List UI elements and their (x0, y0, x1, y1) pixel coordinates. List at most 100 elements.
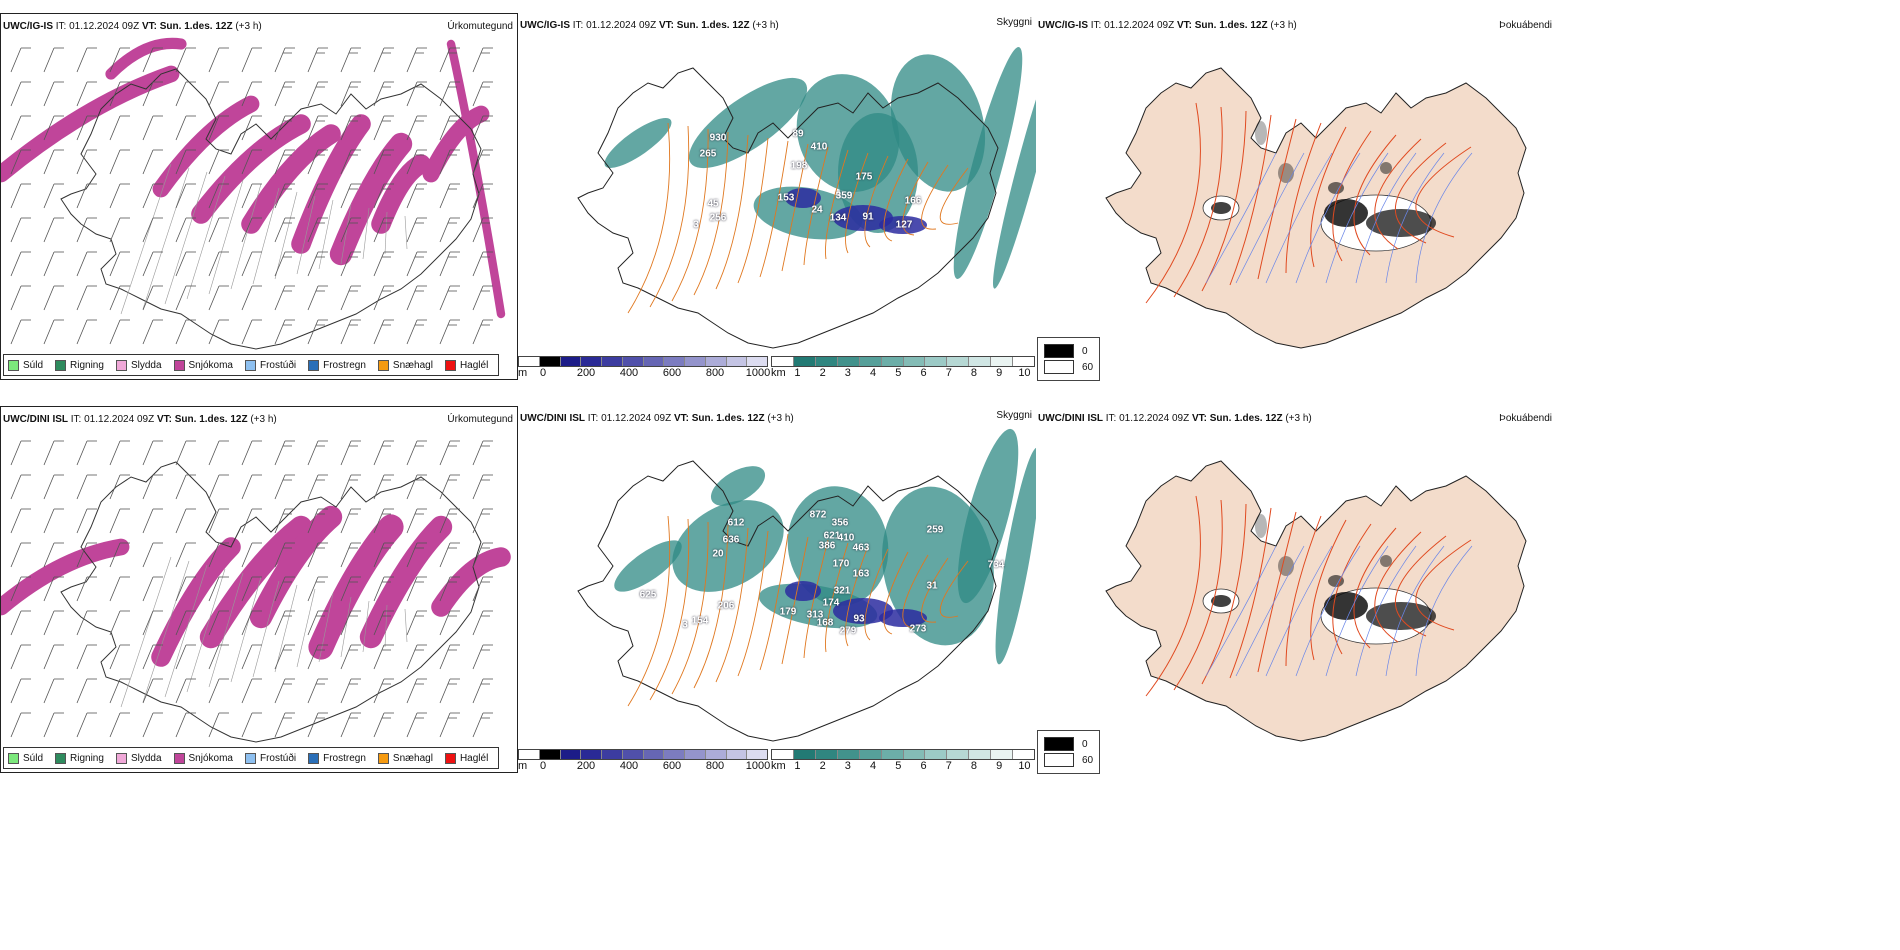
wind-barb-icon (43, 610, 64, 636)
vt-value: Sun. 1.des. 12Z (159, 21, 233, 32)
fog-panel-row1: UWC/IG-IS IT: 01.12.2024 09Z VT: Sun. 1.… (1036, 13, 1556, 380)
wind-barb-icon (76, 81, 97, 107)
wind-barb-icon (340, 81, 361, 107)
road-line (1310, 126, 1347, 268)
legend-item-3: Snjókoma (173, 752, 233, 764)
wind-barb-icon (109, 81, 130, 107)
wind-barb-icon (142, 319, 163, 345)
precip-type-panel-row2: UWC/DINI ISL IT: 01.12.2024 09Z VT: Sun.… (0, 406, 518, 773)
wind-barb-icon (472, 712, 493, 738)
colorbar-swatch (664, 357, 685, 366)
fog-area (1380, 162, 1392, 174)
road-line (1415, 146, 1472, 238)
wind-barb-icon (76, 217, 97, 243)
visibility-value-label: 153 (777, 192, 795, 204)
ceiling-colorbar-row1: m 0 200 400 600 800 1000 (518, 356, 770, 379)
colorbar-swatch (969, 750, 992, 759)
river-line (1295, 545, 1361, 677)
wind-barb-icon (76, 576, 97, 602)
wind-barb-icon (175, 149, 196, 175)
it-value: 01.12.2024 09Z (1119, 413, 1190, 424)
colorbar-swatch (1013, 750, 1035, 759)
colorbar-swatch (685, 750, 706, 759)
road-line (318, 199, 334, 270)
wind-barb-icon (274, 285, 295, 311)
visibility-value-label: 356 (831, 517, 849, 529)
colorbar-swatch (581, 750, 602, 759)
colorbar-tick-label: 4 (870, 367, 877, 379)
visibility-value-label: 24 (811, 204, 823, 216)
wind-barb-icon (208, 474, 229, 500)
road-line (1201, 503, 1247, 685)
fog-legend-item-1: 60 (1044, 360, 1093, 374)
wind-barb-icon (472, 251, 493, 277)
visibility-value-label: 313 (806, 609, 824, 621)
wind-barb-icon (439, 47, 460, 73)
wind-barb-icon (76, 508, 97, 534)
wind-barb-icon (307, 508, 328, 534)
wind-barb-icon (208, 251, 229, 277)
wind-barb-icon (439, 644, 460, 670)
road-line (362, 600, 370, 653)
road-line (230, 576, 262, 683)
wind-barb-icon (43, 285, 64, 311)
colorbar-tick-label: 2 (819, 760, 826, 772)
wind-barb-icon (142, 542, 163, 568)
legend-label: Snjókoma (188, 752, 233, 764)
wind-barb-icon (241, 285, 262, 311)
snow-area (446, 39, 506, 319)
visibility-value-label: 259 (926, 524, 944, 536)
wind-barb-icon (439, 712, 460, 738)
colorbar-tick-label: 0 (539, 367, 547, 379)
wind-barb-icon (439, 149, 460, 175)
visibility-value-label: 93 (853, 613, 865, 625)
wind-barb-icon (241, 183, 262, 209)
wind-barb-icon (340, 542, 361, 568)
wind-barb-icon (241, 217, 262, 243)
wind-barb-icon (274, 81, 295, 107)
colorbar-swatch (705, 750, 727, 759)
fog-legend-swatch (1044, 737, 1074, 751)
legend-label: Snæhagl (392, 752, 433, 764)
wind-barb-icon (142, 251, 163, 277)
wind-barb-icon (175, 47, 196, 73)
colorbar-tick-label: 8 (970, 367, 978, 379)
legend-label: Súld (23, 359, 44, 371)
wind-barb-icon (76, 319, 97, 345)
lead-time: (+3 h) (235, 21, 262, 32)
road-line (649, 125, 690, 308)
wind-barb-icon (10, 678, 31, 704)
wind-barb-icon (109, 251, 130, 277)
wind-barb-icon (142, 81, 163, 107)
road-line (781, 143, 809, 272)
wind-barb-icon (307, 440, 328, 466)
colorbar-tick-label: 0 (539, 760, 547, 772)
it-value: 01.12.2024 09Z (586, 20, 657, 31)
visibility-value-label: 930 (709, 132, 727, 144)
colorbar-swatch (519, 750, 540, 759)
wind-barb-icon (406, 644, 427, 670)
legend-label: Haglél (459, 752, 489, 764)
wind-barb-icon (373, 576, 394, 602)
wind-barb-icon (175, 285, 196, 311)
snow-area (431, 547, 511, 617)
legend-label: Slydda (130, 359, 162, 371)
visibility-panel-row1: UWC/IG-IS IT: 01.12.2024 09Z VT: Sun. 1.… (518, 13, 1036, 380)
wind-barb-icon (307, 712, 328, 738)
wind-barb-icon (439, 115, 460, 141)
road-line (693, 524, 729, 689)
visibility-map (577, 428, 1036, 742)
visibility-value-label: 154 (691, 615, 709, 627)
wind-barb-icon (373, 542, 394, 568)
road-line (142, 167, 190, 310)
wind-barb-icon (109, 474, 130, 500)
land-area (1105, 67, 1527, 349)
legend-item-5: Frostregn (308, 359, 366, 371)
wind-barb-icon (175, 440, 196, 466)
visibility-value-label: 386 (818, 540, 836, 552)
road-line (404, 215, 408, 250)
road-line (404, 608, 408, 643)
wind-barb-icon (439, 319, 460, 345)
wind-barb-icon (142, 644, 163, 670)
wind-barb-icon (340, 183, 361, 209)
